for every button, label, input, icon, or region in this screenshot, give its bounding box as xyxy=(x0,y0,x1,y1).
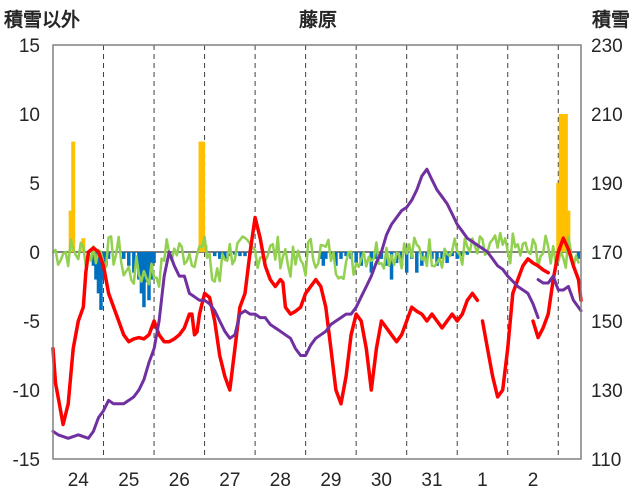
blue-bar xyxy=(243,252,247,257)
x-tick-label: 26 xyxy=(169,470,190,491)
orange-bar xyxy=(556,183,561,252)
blue-bar xyxy=(144,252,149,283)
red-series-line-3 xyxy=(531,236,583,340)
blue-bar xyxy=(106,252,111,259)
y-axis-right-label: 積雪 xyxy=(592,8,630,31)
blue-bar xyxy=(94,252,98,280)
bar-series xyxy=(68,114,581,310)
blue-bar xyxy=(374,252,379,259)
orange-bar xyxy=(198,141,203,252)
blue-bar xyxy=(152,252,156,264)
chart-title: 藤原 xyxy=(299,8,337,31)
red-series-line-2 xyxy=(480,257,550,399)
blue-bar xyxy=(142,252,146,308)
blue-bar xyxy=(344,252,348,257)
plot-frame xyxy=(52,44,582,460)
orange-bar xyxy=(201,141,206,252)
green-series-line xyxy=(51,231,580,288)
purple-series-line xyxy=(51,167,540,440)
orange-bar xyxy=(558,114,563,252)
x-tick-label: 27 xyxy=(219,470,240,491)
y-right-tick-label: 170 xyxy=(591,243,623,264)
blue-bar xyxy=(465,252,470,255)
blue-bar xyxy=(440,252,444,259)
blue-bar xyxy=(450,252,454,257)
blue-bar xyxy=(321,252,326,266)
x-tick-label: 31 xyxy=(421,470,442,491)
y-left-tick-label: -15 xyxy=(13,450,40,471)
x-tick-label: 28 xyxy=(270,470,291,491)
orange-bar xyxy=(563,114,568,252)
line-series xyxy=(51,167,583,440)
purple-series-line-2 xyxy=(536,274,583,313)
y-right-tick-label: 150 xyxy=(591,312,623,333)
y-left-tick-label: -5 xyxy=(23,312,40,333)
y-left-tick-label: 5 xyxy=(29,174,40,195)
blue-bar xyxy=(139,252,144,294)
blue-bar xyxy=(319,252,323,259)
y-right-tick-label: 230 xyxy=(591,36,623,57)
blue-bar xyxy=(334,252,338,266)
y-left-tick-label: 0 xyxy=(29,243,40,264)
blue-bar xyxy=(217,252,222,259)
blue-bar xyxy=(339,252,343,259)
y-right-tick-label: 130 xyxy=(591,381,623,402)
x-tick-label: 24 xyxy=(68,470,90,491)
blue-bar xyxy=(389,252,394,280)
orange-bar xyxy=(566,210,571,252)
blue-bar xyxy=(121,252,126,259)
y-left-tick-label: -10 xyxy=(13,381,40,402)
x-tick-label: 30 xyxy=(371,470,392,491)
blue-bar xyxy=(127,252,131,266)
blue-bar xyxy=(435,252,439,266)
y-left-tick-label: 15 xyxy=(19,36,40,57)
blue-bar xyxy=(576,252,581,259)
blue-bar xyxy=(384,252,389,266)
blue-bar xyxy=(445,252,449,264)
blue-bar xyxy=(223,252,227,259)
blue-bar xyxy=(99,252,103,310)
blue-bar xyxy=(354,252,358,264)
blue-bar xyxy=(415,252,419,273)
blue-bar xyxy=(404,252,409,273)
y-axis-left-label: 積雪以外 xyxy=(4,8,80,31)
blue-bar xyxy=(91,252,96,266)
y-right-tick-label: 110 xyxy=(591,450,621,471)
x-tick-label: 29 xyxy=(320,470,341,491)
blue-bar xyxy=(132,252,136,273)
blue-bar xyxy=(379,252,384,259)
x-tick-label: 25 xyxy=(118,470,139,491)
x-tick-label: 2 xyxy=(528,470,539,491)
y-left-tick-label: 10 xyxy=(19,105,40,126)
orange-bar xyxy=(561,114,566,252)
blue-bar xyxy=(96,252,101,294)
orange-bar xyxy=(71,141,76,252)
x-tick-label: 1 xyxy=(477,470,488,491)
blue-bar xyxy=(369,252,374,273)
blue-bar xyxy=(324,252,328,259)
orange-bar xyxy=(68,210,73,252)
blue-bar xyxy=(455,252,459,259)
y-right-tick-label: 190 xyxy=(591,174,623,195)
blue-bar xyxy=(238,252,242,257)
y-right-tick-label: 210 xyxy=(591,105,623,126)
blue-bar xyxy=(212,252,217,257)
red-series-line xyxy=(51,215,480,427)
